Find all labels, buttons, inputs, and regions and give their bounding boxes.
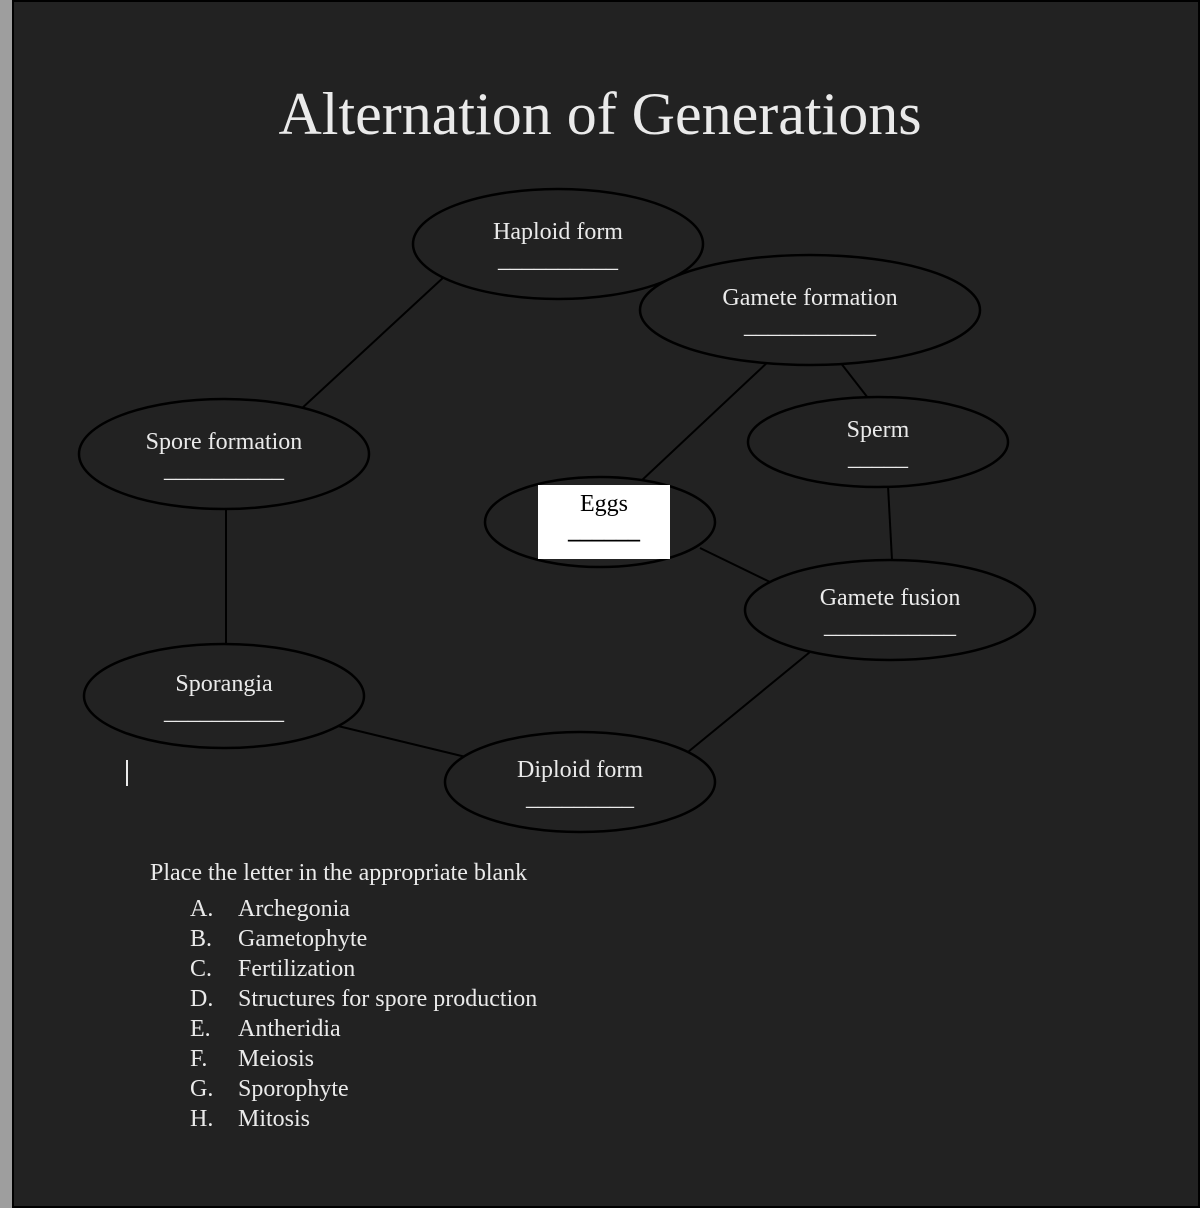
option-row: G. Sporophyte bbox=[190, 1074, 537, 1104]
node-labelwrap-gameteFrm: Gamete formation___________ bbox=[640, 284, 980, 340]
option-row: E. Antheridia bbox=[190, 1014, 537, 1044]
node-blank-sperm[interactable]: _____ bbox=[748, 445, 1008, 472]
node-label-gameteFrm: Gamete formation bbox=[640, 284, 980, 313]
option-text: Meiosis bbox=[238, 1044, 314, 1074]
node-label-sperm: Sperm bbox=[748, 416, 1008, 445]
node-label-eggs: Eggs bbox=[538, 485, 670, 518]
slide-page: Alternation of Generations Place the let… bbox=[0, 0, 1200, 1208]
diagram-edge bbox=[338, 726, 470, 758]
option-letter: G. bbox=[190, 1074, 220, 1104]
node-labelwrap-gameteFus: Gamete fusion___________ bbox=[745, 584, 1035, 640]
option-letter: B. bbox=[190, 924, 220, 954]
node-blank-haploid[interactable]: __________ bbox=[413, 247, 703, 274]
node-labelwrap-sporangia: Sporangia__________ bbox=[84, 670, 364, 726]
node-labelwrap-sperm: Sperm_____ bbox=[748, 416, 1008, 472]
node-label-diploid: Diploid form bbox=[445, 756, 715, 785]
text-cursor bbox=[126, 760, 128, 786]
option-letter: E. bbox=[190, 1014, 220, 1044]
node-labelwrap-diploid: Diploid form_________ bbox=[445, 756, 715, 812]
option-letter: C. bbox=[190, 954, 220, 984]
option-text: Sporophyte bbox=[238, 1074, 349, 1104]
node-label-sporeFrm: Spore formation bbox=[79, 428, 369, 457]
option-text: Archegonia bbox=[238, 894, 350, 924]
diagram-edge bbox=[688, 652, 810, 752]
node-label-sporangia: Sporangia bbox=[84, 670, 364, 699]
node-blank-gameteFrm[interactable]: ___________ bbox=[640, 313, 980, 340]
option-text: Fertilization bbox=[238, 954, 355, 984]
node-label-haploid: Haploid form bbox=[413, 218, 703, 247]
option-text: Structures for spore production bbox=[238, 984, 537, 1014]
option-text: Mitosis bbox=[238, 1104, 310, 1134]
option-row: C. Fertilization bbox=[190, 954, 537, 984]
node-blank-diploid[interactable]: _________ bbox=[445, 785, 715, 812]
option-row: H. Mitosis bbox=[190, 1104, 537, 1134]
node-labelwrap-haploid: Haploid form__________ bbox=[413, 218, 703, 274]
option-text: Gametophyte bbox=[238, 924, 367, 954]
diagram-edge bbox=[888, 486, 892, 560]
option-row: B. Gametophyte bbox=[190, 924, 537, 954]
option-text: Antheridia bbox=[238, 1014, 341, 1044]
option-letter: A. bbox=[190, 894, 220, 924]
diagram-edge bbox=[300, 276, 445, 410]
eggs-highlight-box[interactable]: Eggs______ bbox=[538, 485, 670, 559]
node-blank-gameteFus[interactable]: ___________ bbox=[745, 613, 1035, 640]
node-blank-sporeFrm[interactable]: __________ bbox=[79, 457, 369, 484]
option-letter: D. bbox=[190, 984, 220, 1014]
option-letter: F. bbox=[190, 1044, 220, 1074]
options-list: A. Archegonia B. Gametophyte C. Fertilization… bbox=[190, 894, 537, 1134]
prompt-text: Place the letter in the appropriate blan… bbox=[150, 860, 527, 887]
option-row: F. Meiosis bbox=[190, 1044, 537, 1074]
diagram-edge bbox=[840, 362, 868, 398]
node-label-gameteFus: Gamete fusion bbox=[745, 584, 1035, 613]
option-letter: H. bbox=[190, 1104, 220, 1134]
option-row: D. Structures for spore production bbox=[190, 984, 537, 1014]
node-labelwrap-sporeFrm: Spore formation__________ bbox=[79, 428, 369, 484]
option-row: A. Archegonia bbox=[190, 894, 537, 924]
node-blank-sporangia[interactable]: __________ bbox=[84, 699, 364, 726]
diagram-edge bbox=[700, 548, 770, 582]
node-blank-eggs[interactable]: ______ bbox=[538, 518, 670, 545]
